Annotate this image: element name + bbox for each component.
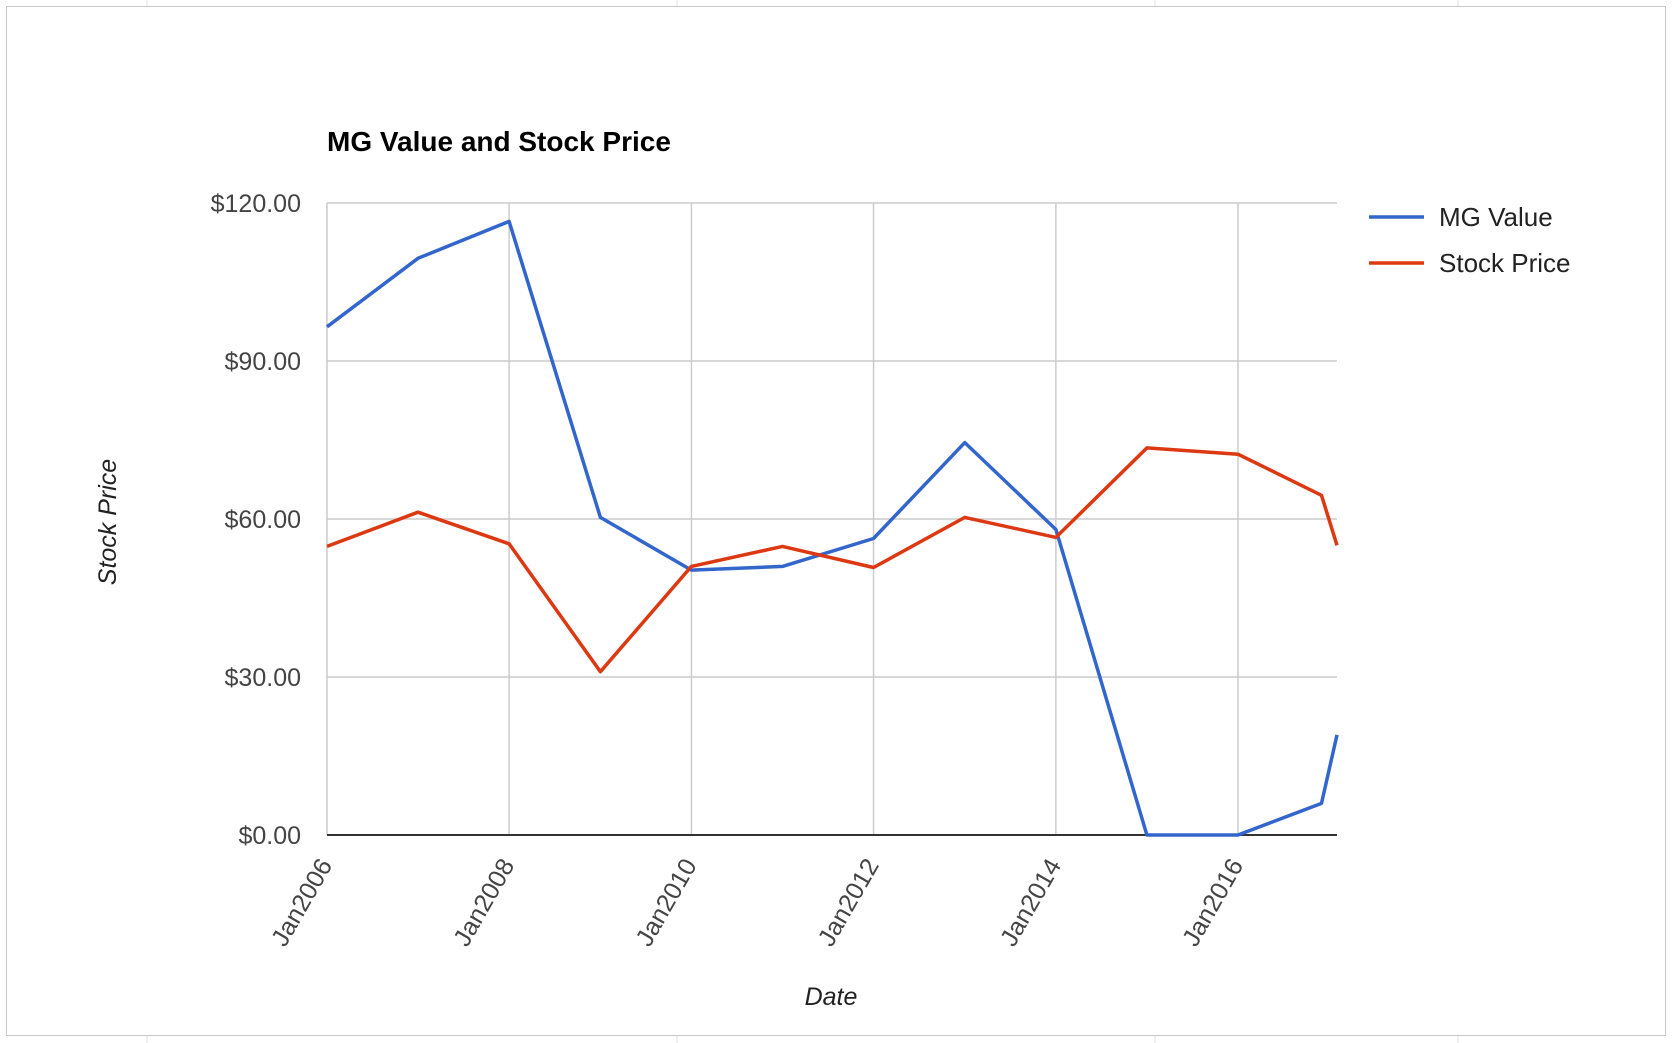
- series-line-mg-value: [325, 219, 1339, 837]
- y-tick-label: $60.00: [225, 506, 301, 534]
- tick-labels: $0.00 $30.00 $60.00 $90.00 $120.00 Jan2006 Jan…: [211, 190, 1250, 951]
- x-tick-label: Jan2014: [995, 854, 1067, 951]
- legend-label-stock-price: Stock Price: [1439, 248, 1571, 278]
- y-axis-title: Stock Price: [94, 459, 122, 585]
- y-tick-label: $90.00: [225, 348, 301, 376]
- y-tick-label: $30.00: [225, 664, 301, 692]
- x-tick-label: Jan2008: [448, 854, 520, 951]
- grid-lines: [326, 202, 1337, 835]
- legend[interactable]: MG Value Stock Price: [1369, 202, 1571, 278]
- y-tick-label: $0.00: [238, 822, 301, 850]
- chart-container[interactable]: $0.00 $30.00 $60.00 $90.00 $120.00 Jan2006 Jan…: [6, 6, 1666, 1036]
- x-tick-label: Jan2016: [1177, 854, 1249, 951]
- x-tick-label: Jan2006: [266, 854, 338, 951]
- legend-label-mg-value: MG Value: [1439, 202, 1553, 232]
- series-line-stock-price: [326, 446, 1339, 674]
- x-tick-label: Jan2010: [630, 854, 702, 951]
- series-lines: [325, 219, 1339, 837]
- x-tick-label: Jan2012: [813, 854, 885, 951]
- line-chart: $0.00 $30.00 $60.00 $90.00 $120.00 Jan2006 Jan…: [94, 126, 1571, 1011]
- x-axis-title: Date: [805, 983, 858, 1011]
- chart-title: MG Value and Stock Price: [327, 126, 671, 157]
- y-tick-label: $120.00: [211, 190, 301, 218]
